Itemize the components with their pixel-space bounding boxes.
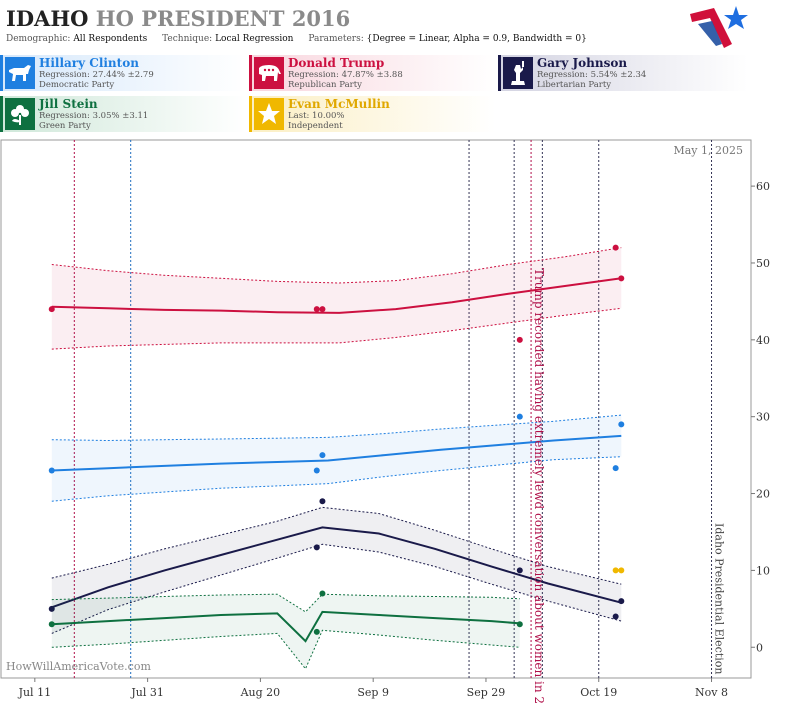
x-tick-label: Aug 20 <box>240 686 281 699</box>
parameters-line: Demographic: All Respondents Technique: … <box>6 34 599 44</box>
poll-point-gary-johnson <box>612 613 619 620</box>
candidate-stat: Regression: 5.54% ±2.34 <box>537 70 647 80</box>
x-tick-label: Sep 29 <box>467 686 506 699</box>
poll-point-gary-johnson <box>48 605 55 612</box>
date-label: May 1, 2025 <box>673 144 743 157</box>
poll-point-hillary-clinton <box>516 413 523 420</box>
poll-chart: May 1, 2025 0 10 20 30 40 50 60 Jul 11 Jul 31 Aug … <box>0 138 789 708</box>
band-jill-stein <box>51 594 520 669</box>
elephant-icon <box>254 57 284 89</box>
star-icon <box>254 98 284 130</box>
lower-bound-donald-trump <box>51 307 622 350</box>
poll-point-donald-trump <box>313 306 320 313</box>
page-title: IDAHO HO PRESIDENT 2016 <box>6 6 350 31</box>
trend-line-jill-stein <box>51 610 520 643</box>
x-tick-label: Jul 31 <box>130 686 164 699</box>
poll-chart-svg: May 1, 2025 0 10 20 30 40 50 60 Jul 11 Jul 31 Aug … <box>0 139 770 708</box>
parameters-label: Parameters: <box>308 34 364 44</box>
upper-bound-hillary-clinton <box>51 414 622 442</box>
lower-bound-jill-stein <box>51 629 520 670</box>
x-tick-label: Nov 8 <box>695 686 728 699</box>
poll-point-gary-johnson <box>618 598 625 605</box>
candidate-card-stein[interactable]: Jill Stein Regression: 3.05% ±3.11 Green… <box>0 96 246 132</box>
candidate-card-johnson[interactable]: Gary Johnson Regression: 5.54% ±2.34 Lib… <box>498 55 748 91</box>
poll-point-jill-stein <box>516 621 523 628</box>
event-annotation: Trump recorded having extremely lewd con… <box>532 268 546 704</box>
poll-point-hillary-clinton <box>319 452 326 459</box>
y-tick-label: 40 <box>756 334 770 347</box>
y-tick-label: 0 <box>756 641 763 654</box>
candidate-card-mcmullin[interactable]: Evan McMullin Last: 10.00% Independent <box>249 96 495 132</box>
flag-star-logo-icon <box>690 6 748 48</box>
candidate-card-clinton[interactable]: Hillary Clinton Regression: 27.44% ±2.79… <box>0 55 246 91</box>
candidate-name: Evan McMullin <box>288 97 390 111</box>
header: IDAHO HO PRESIDENT 2016 Demographic: All… <box>0 0 750 50</box>
donkey-icon <box>5 57 35 89</box>
candidate-party: Libertarian Party <box>537 80 612 90</box>
poll-point-jill-stein <box>48 621 55 628</box>
upper-bound-gary-johnson <box>51 506 622 585</box>
band-hillary-clinton <box>51 415 622 502</box>
flower-icon <box>5 98 35 130</box>
candidate-name: Donald Trump <box>288 56 385 70</box>
candidate-party: Independent <box>288 121 343 131</box>
candidate-stat: Regression: 47.87% ±3.88 <box>288 70 403 80</box>
band-donald-trump <box>51 247 622 350</box>
candidate-name: Jill Stein <box>39 97 98 111</box>
poll-point-jill-stein <box>319 590 326 597</box>
poll-point-hillary-clinton <box>313 467 320 474</box>
poll-point-donald-trump <box>48 306 55 313</box>
parameters-value: {Degree = Linear, Alpha = 0.9, Bandwidth… <box>366 34 587 44</box>
candidate-party: Democratic Party <box>39 80 115 90</box>
demographic-value: All Respondents <box>73 34 148 44</box>
candidate-stat: Last: 10.00% <box>288 111 345 121</box>
poll-point-donald-trump <box>319 306 326 313</box>
poll-point-donald-trump <box>618 275 625 282</box>
x-tick-label: Oct 19 <box>580 686 617 699</box>
watermark: HowWillAmericaVote.com <box>6 660 151 673</box>
x-tick-label: Jul 11 <box>18 686 52 699</box>
lower-bound-hillary-clinton <box>51 456 622 502</box>
candidate-party: Green Party <box>39 121 91 131</box>
poll-point-evan-mcmullin <box>612 567 619 574</box>
upper-bound-donald-trump <box>51 247 622 284</box>
liberty-icon <box>503 57 533 89</box>
trend-line-hillary-clinton <box>51 434 622 472</box>
plot-frame <box>0 139 752 679</box>
poll-point-gary-johnson <box>319 498 326 505</box>
election-annotation: Idaho Presidential Election <box>713 523 726 675</box>
title-state: IDAHO <box>6 6 89 31</box>
poll-point-hillary-clinton <box>618 421 625 428</box>
upper-bound-jill-stein <box>51 593 520 613</box>
candidate-name: Gary Johnson <box>537 56 628 70</box>
poll-point-hillary-clinton <box>612 465 619 472</box>
technique-value: Local Regression <box>215 34 294 44</box>
candidate-stat: Regression: 3.05% ±3.11 <box>39 111 149 121</box>
poll-point-hillary-clinton <box>48 467 55 474</box>
demographic-label: Demographic: <box>6 34 71 44</box>
y-tick-label: 60 <box>756 180 770 193</box>
candidate-name: Hillary Clinton <box>39 56 139 70</box>
technique-label: Technique: <box>162 34 213 44</box>
poll-point-gary-johnson <box>516 567 523 574</box>
lower-bound-gary-johnson <box>51 543 622 634</box>
trend-line-gary-johnson <box>51 526 622 609</box>
y-tick-label: 10 <box>756 564 770 577</box>
y-tick-label: 20 <box>756 488 770 501</box>
poll-point-jill-stein <box>313 628 320 635</box>
trend-line-donald-trump <box>51 277 622 314</box>
title-rest: HO PRESIDENT 2016 <box>95 6 351 31</box>
poll-point-donald-trump <box>612 244 619 251</box>
candidate-party: Republican Party <box>288 80 362 90</box>
poll-point-gary-johnson <box>313 544 320 551</box>
poll-point-evan-mcmullin <box>618 567 625 574</box>
y-tick-label: 30 <box>756 411 770 424</box>
y-tick-label: 50 <box>756 257 770 270</box>
candidate-stat: Regression: 27.44% ±2.79 <box>39 70 154 80</box>
candidate-card-trump[interactable]: Donald Trump Regression: 47.87% ±3.88 Re… <box>249 55 495 91</box>
poll-point-donald-trump <box>516 336 523 343</box>
x-tick-label: Sep 9 <box>357 686 389 699</box>
